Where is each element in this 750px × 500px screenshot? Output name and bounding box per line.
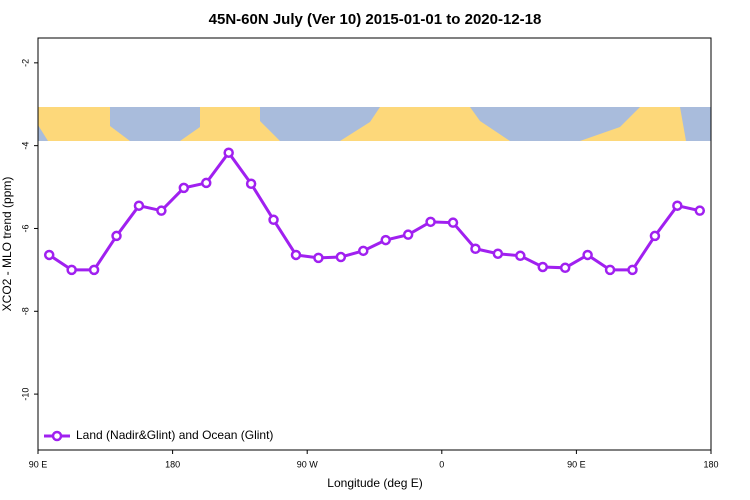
data-point [156, 205, 167, 216]
data-point [380, 234, 391, 246]
data-point [201, 177, 212, 189]
legend-marker [51, 430, 63, 442]
data-point [290, 249, 302, 261]
data-line [48, 150, 701, 272]
data-point [672, 200, 683, 211]
y-tick-label: -2 [20, 59, 30, 67]
data-point [178, 182, 190, 194]
data-point [649, 230, 661, 242]
data-point [335, 251, 347, 263]
map-band [38, 107, 711, 141]
data-point [515, 250, 526, 262]
data-point [245, 178, 257, 190]
chart-title: 45N-60N July (Ver 10) 2015-01-01 to 2020… [209, 11, 542, 28]
data-point [111, 230, 122, 242]
x-tick-label: 90 E [567, 459, 586, 469]
data-point [402, 229, 414, 240]
y-tick-label: -10 [20, 388, 30, 401]
data-point [133, 200, 145, 211]
y-axis-label: XCO2 - MLO trend (ppm) [0, 177, 14, 312]
data-point [604, 264, 616, 276]
plot-frame [37, 37, 712, 451]
data-point [627, 264, 638, 276]
data-point [425, 216, 436, 228]
data-point [66, 264, 77, 276]
data-point [43, 249, 55, 261]
data-point [470, 243, 481, 255]
x-tick-label: 180 [703, 459, 718, 469]
data-point [492, 248, 504, 259]
y-tick-label: -8 [20, 307, 30, 315]
data-point [358, 245, 369, 257]
data-point [694, 205, 706, 216]
data-point [223, 147, 234, 158]
data-point [582, 249, 593, 261]
data-point [559, 262, 571, 274]
data-point [537, 261, 548, 273]
y-tick-label: -6 [20, 224, 30, 232]
y-tick-label: -4 [20, 142, 30, 150]
data-point [88, 264, 100, 276]
x-tick-label: 90 E [29, 459, 48, 469]
data-point [447, 217, 459, 228]
x-tick-label: 90 W [297, 459, 319, 469]
data-point [268, 214, 279, 226]
x-tick-label: 180 [165, 459, 180, 469]
legend-label: Land (Nadir&Glint) and Ocean (Glint) [76, 428, 273, 442]
x-axis-label: Longitude (deg E) [327, 476, 422, 490]
x-tick-label: 0 [439, 459, 444, 469]
data-point [313, 252, 324, 264]
